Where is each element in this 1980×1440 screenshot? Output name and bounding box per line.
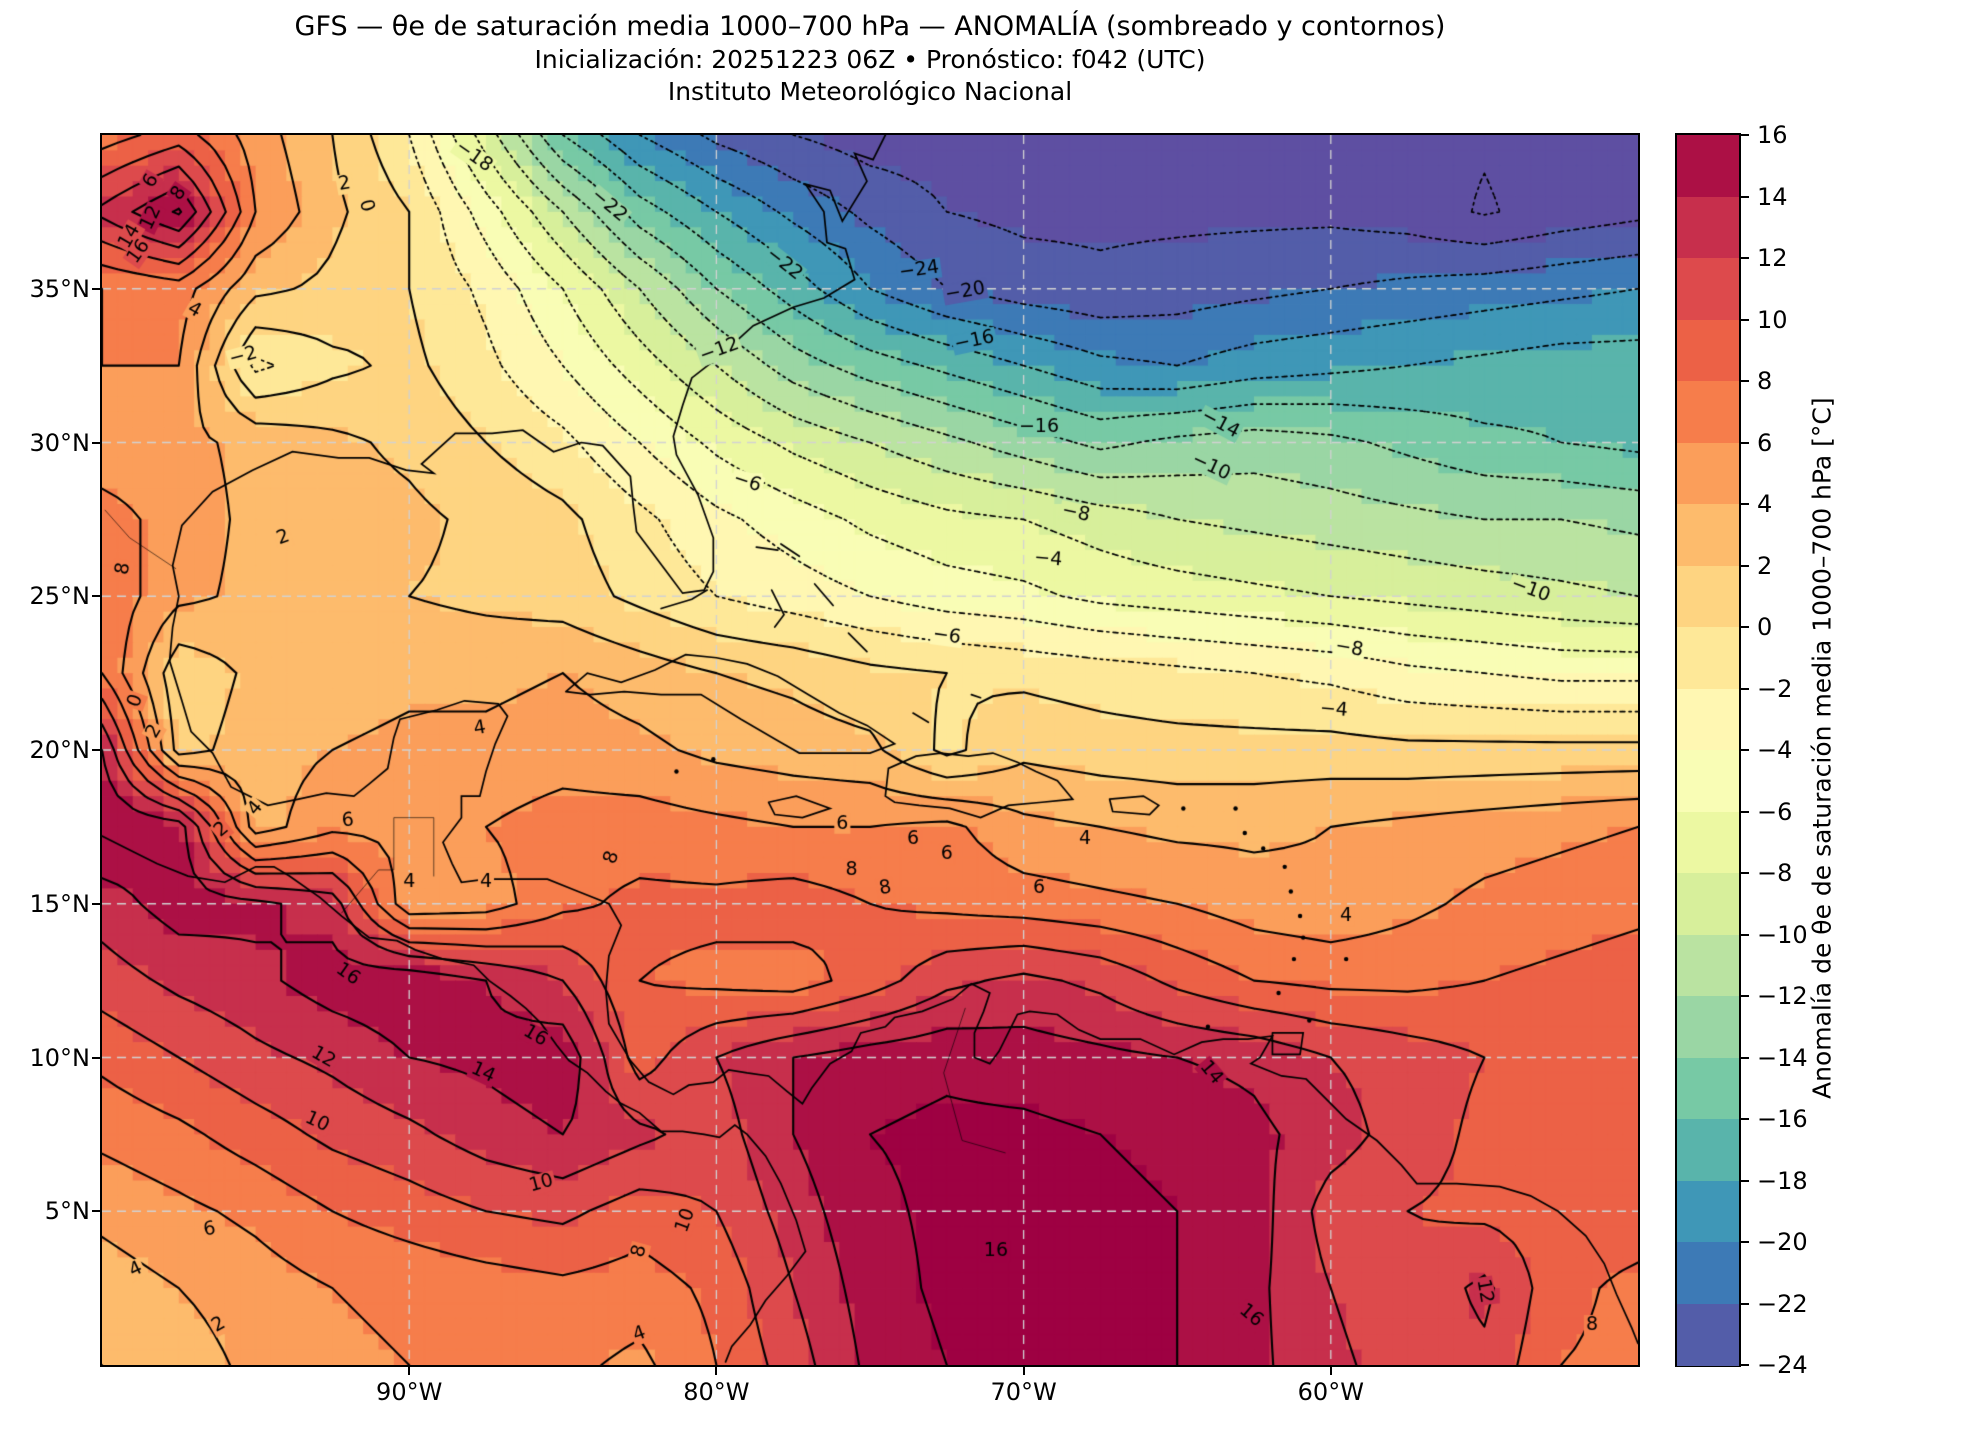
colorbar-tick-label: −22 [1757,1289,1808,1318]
colorbar-band [1677,873,1739,935]
colorbar-tick-label: −8 [1757,859,1793,887]
x-tick-label: 70°W [990,1378,1057,1406]
colorbar-tick-label: 4 [1757,490,1773,518]
title-block: GFS — θe de saturación media 1000–700 hP… [102,10,1638,108]
colorbar-tick-label: 6 [1757,428,1773,457]
institution-line: Instituto Meteorológico Nacional [667,77,1073,106]
colorbar-band [1677,1119,1739,1181]
colorbar-band [1677,135,1739,197]
colorbar-tick-label: 16 [1757,121,1788,149]
colorbar-band [1677,934,1739,997]
y-tick-label: 10°N [29,1043,91,1072]
colorbar-tick-mark [1741,1241,1749,1243]
y-tick-label: 25°N [29,582,91,611]
colorbar-tick-label: −2 [1757,674,1793,703]
colorbar-tick-label: −12 [1757,982,1808,1010]
colorbar-band [1677,565,1739,628]
x-tick-label: 60°W [1297,1378,1364,1406]
colorbar-tick-label: 8 [1757,367,1773,395]
colorbar-tick-mark [1741,1302,1749,1305]
colorbar-tick-label: 0 [1757,613,1773,641]
anomaly-map-canvas [102,135,1638,1365]
colorbar-tick-mark [1741,195,1749,198]
colorbar-tick-mark [1741,933,1749,936]
colorbar-band [1677,504,1739,566]
colorbar-tick-label: −14 [1757,1043,1808,1072]
page-subtitle: Inicialización: 20251223 06Z • Pronóstic… [534,45,1206,74]
colorbar-tick-mark [1741,257,1749,259]
colorbar-tick-mark [1741,810,1749,813]
colorbar-tick-label: 2 [1757,551,1773,580]
colorbar-tick-label: −16 [1757,1105,1808,1133]
colorbar-tick-label: −20 [1757,1228,1808,1256]
colorbar-band [1677,688,1739,751]
colorbar-tick-mark [1741,626,1749,628]
colorbar-band [1677,1180,1739,1243]
colorbar-band [1677,1303,1739,1366]
y-tick-mark [92,902,100,905]
x-tick-mark [1329,1367,1332,1375]
colorbar [1675,133,1741,1367]
colorbar-band [1677,627,1739,689]
y-tick-mark [92,595,100,598]
colorbar-band [1677,996,1739,1058]
x-tick-mark [1022,1367,1025,1375]
colorbar-band [1677,258,1739,320]
x-tick-mark [408,1367,411,1375]
x-tick-label: 80°W [683,1378,750,1406]
colorbar-label: Anomalía de θe de saturación media 1000–… [1807,397,1837,1099]
colorbar-tick-mark [1741,1118,1749,1120]
colorbar-band [1677,1057,1739,1120]
x-tick-mark [715,1367,718,1375]
y-tick-mark [92,749,100,751]
map-plot-area [100,133,1640,1367]
colorbar-tick-label: −6 [1757,797,1793,826]
colorbar-band [1677,811,1739,874]
colorbar-tick-label: −18 [1757,1166,1808,1195]
colorbar-tick-label: 12 [1757,244,1788,272]
y-tick-mark [92,287,100,290]
colorbar-tick-label: 10 [1757,305,1788,334]
colorbar-band [1677,750,1739,812]
page-title: GFS — θe de saturación media 1000–700 hP… [294,11,1446,42]
colorbar-tick-label: 14 [1757,182,1788,211]
colorbar-tick-mark [1741,1056,1749,1059]
colorbar-tick-mark [1741,995,1749,997]
colorbar-tick-mark [1741,134,1749,136]
colorbar-tick-mark [1741,318,1749,321]
colorbar-tick-mark [1741,441,1749,444]
colorbar-tick-mark [1741,380,1749,382]
colorbar-band [1677,319,1739,382]
colorbar-tick-mark [1741,564,1749,567]
colorbar-tick-mark [1741,1364,1749,1366]
colorbar-band [1677,1242,1739,1304]
y-tick-label: 35°N [29,274,91,303]
y-tick-label: 30°N [29,428,91,457]
y-tick-label: 5°N [44,1197,90,1226]
colorbar-tick-label: −24 [1757,1351,1808,1379]
colorbar-tick-mark [1741,503,1749,505]
colorbar-tick-mark [1741,687,1749,690]
colorbar-band [1677,381,1739,443]
colorbar-tick-label: −4 [1757,736,1793,764]
y-tick-mark [92,1210,100,1213]
colorbar-band [1677,196,1739,259]
x-tick-label: 90°W [376,1378,443,1406]
y-tick-label: 15°N [29,889,91,918]
colorbar-tick-mark [1741,872,1749,874]
y-tick-mark [92,441,100,444]
colorbar-tick-mark [1741,1179,1749,1182]
colorbar-tick-label: −10 [1757,920,1808,949]
y-tick-mark [92,1056,100,1059]
colorbar-band [1677,442,1739,505]
colorbar-tick-mark [1741,749,1749,751]
y-tick-label: 20°N [29,736,91,764]
